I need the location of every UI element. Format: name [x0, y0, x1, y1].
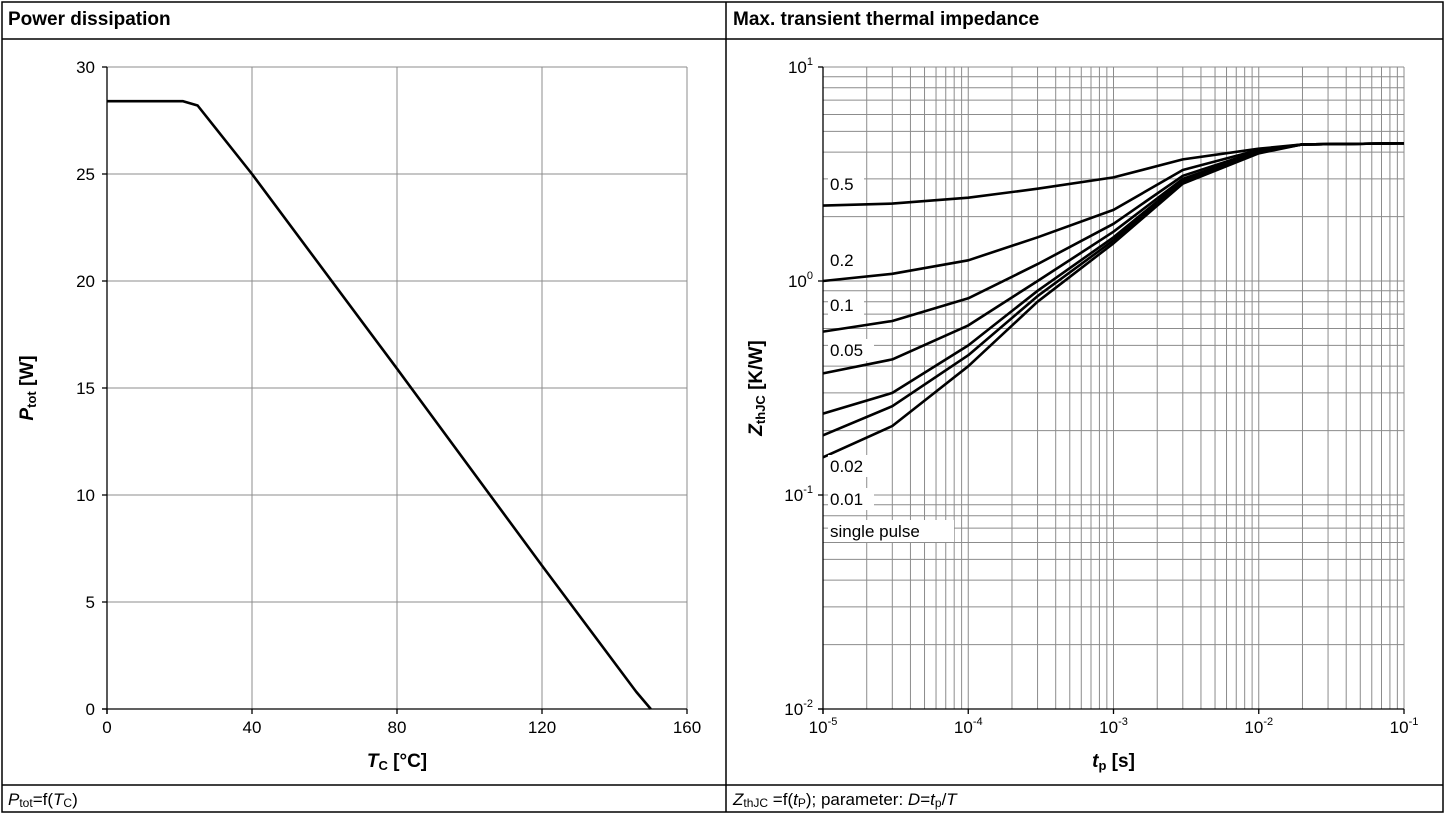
power-dissipation-title: Power dissipation: [8, 9, 171, 30]
caption-tp-sub: p: [934, 796, 942, 810]
y-tick-label: 10-2: [784, 698, 813, 719]
y-tick-base: 10: [788, 58, 807, 77]
y-axis-label-symbol: Z: [746, 423, 767, 437]
x-tick-label: 10-3: [1099, 716, 1128, 737]
y-tick-label: 5: [86, 593, 95, 612]
caption-p-sub: P: [797, 796, 806, 810]
y-tick-exponent: -1: [803, 484, 813, 496]
x-tick-base: 10: [954, 718, 973, 737]
caption-c: C: [63, 796, 73, 810]
x-axis-label: TC [°C]: [367, 751, 427, 773]
y-axis-label: ZthJC [K/W]: [746, 340, 768, 436]
caption-slash: /: [941, 790, 947, 809]
caption-p: P: [8, 790, 20, 809]
x-axis-label-subscript: C: [378, 758, 388, 773]
x-tick-label: 10-4: [954, 716, 983, 737]
caption-f: =f(: [768, 790, 794, 809]
gridlines: [822, 66, 1405, 710]
caption-tp: t: [930, 790, 935, 809]
series-label: single pulse: [830, 522, 920, 541]
x-axis-label-subscript: p: [1098, 758, 1106, 773]
y-tick-label: 15: [76, 379, 95, 398]
y-tick-base: 10: [788, 272, 807, 291]
y-tick-label: 20: [76, 272, 95, 291]
x-axis-label-unit: [s]: [1106, 751, 1135, 772]
y-tick-label: 100: [788, 270, 813, 291]
y-axis-label-unit: [K/W]: [746, 340, 767, 395]
x-tick-exponent: -3: [1118, 716, 1128, 728]
y-tick-exponent: 1: [807, 56, 813, 68]
y-tick-label: 10-1: [784, 484, 813, 505]
caption-period: T: [946, 790, 957, 809]
x-tick-label: 40: [243, 718, 262, 737]
x-axis-label-symbol: t: [1092, 751, 1099, 772]
y-tick-exponent: -2: [803, 698, 813, 710]
thermal-impedance-caption: ZthJC =f(tP); parameter: D=tp/T: [733, 791, 957, 812]
x-axis-label: tp [s]: [1092, 751, 1135, 773]
impedance-curve-single-pulse: [822, 142, 1405, 459]
series-label: 0.5: [830, 175, 854, 194]
x-tick-label: 160: [673, 718, 701, 737]
series-label-bg: [828, 173, 864, 195]
y-tick-label: 10: [76, 486, 95, 505]
caption-tot: tot: [19, 796, 33, 810]
series-label-bg: [828, 488, 874, 510]
caption-f: =f(: [32, 790, 53, 809]
power-curve: [107, 99, 652, 710]
series-label-bg: [828, 339, 874, 361]
caption-t: t: [793, 790, 798, 809]
y-axis-label: Ptot [W]: [17, 355, 39, 420]
caption-d: D: [907, 790, 921, 809]
x-tick-base: 10: [1390, 718, 1409, 737]
x-tick-base: 10: [1099, 718, 1118, 737]
x-tick-label: 0: [102, 718, 111, 737]
y-tick-label: 101: [788, 56, 813, 77]
caption-z: Z: [733, 790, 744, 809]
y-tick-exponent: 0: [807, 270, 813, 282]
gridlines: [106, 66, 688, 710]
x-tick-base: 10: [809, 718, 828, 737]
series-label: 0.2: [830, 251, 854, 270]
y-tick-base: 10: [784, 486, 803, 505]
series-label-bg: [828, 520, 954, 542]
y-axis-label-subscript: tot: [24, 391, 39, 408]
y-tick-label: 0: [86, 700, 95, 719]
caption-thjc: thJC: [743, 796, 769, 810]
caption-t: T: [53, 790, 64, 809]
y-tick-label: 30: [76, 58, 95, 77]
series-label: 0.1: [830, 296, 854, 315]
series-label: 0.05: [830, 341, 863, 360]
x-tick-label: 80: [388, 718, 407, 737]
y-axis-label-subscript: thJC: [753, 395, 768, 425]
x-tick-label: 120: [528, 718, 556, 737]
y-tick-label: 25: [76, 165, 95, 184]
x-tick-exponent: -1: [1409, 716, 1419, 728]
caption-close: ): [72, 790, 78, 809]
series-label: 0.01: [830, 490, 863, 509]
power-dissipation-caption: Ptot=f(TC): [8, 791, 78, 812]
x-tick-label: 10-2: [1244, 716, 1273, 737]
thermal-impedance-title: Max. transient thermal impedance: [733, 9, 1040, 30]
x-tick-exponent: -2: [1263, 716, 1273, 728]
series-label: 0.02: [830, 457, 863, 476]
power-dissipation-chart: 0 40 80 120 160 0 5 10 15 20 25 30 TC [°C] Ptot [W]: [17, 58, 701, 773]
x-tick-exponent: -5: [828, 716, 838, 728]
thermal-impedance-chart: 10-5 10-4 10-3 10-2 10-110-210-11001010.50.2…: [746, 56, 1418, 773]
series-label-bg: [828, 455, 874, 477]
caption-parameter: ); parameter:: [805, 790, 908, 809]
x-tick-label: 10-1: [1390, 716, 1419, 737]
series-label-bg: [828, 294, 864, 316]
series-label-bg: [828, 249, 864, 271]
y-axis-label-unit: [W]: [17, 355, 38, 391]
x-tick-base: 10: [1244, 718, 1263, 737]
x-axis-label-unit: [°C]: [388, 751, 427, 772]
x-tick-exponent: -4: [973, 716, 983, 728]
y-tick-base: 10: [784, 700, 803, 719]
y-axis-label-symbol: P: [17, 408, 38, 421]
x-axis-label-symbol: T: [367, 751, 380, 772]
x-tick-label: 10-5: [809, 716, 838, 737]
caption-equals: =: [920, 790, 931, 809]
